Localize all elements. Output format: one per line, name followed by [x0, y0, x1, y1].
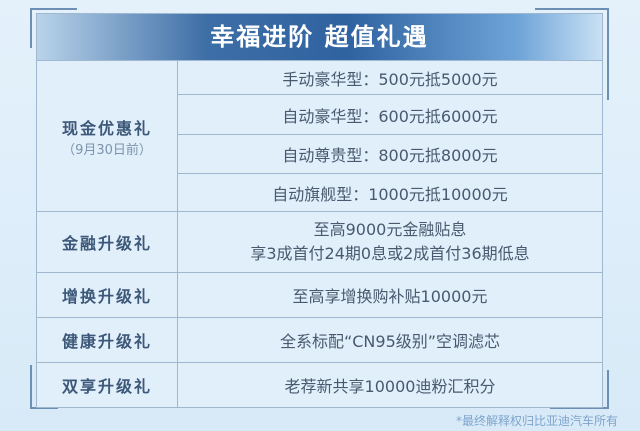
- table-row-finance: 金融升级礼 至高9000元金融贴息享3成首付24期0息或2成首付36期低息: [37, 211, 602, 272]
- table-row-dual: 双享升级礼 老荐新共享10000迪粉汇积分: [37, 362, 602, 407]
- frame-corner-tl: [30, 8, 77, 48]
- row-line: 老荐新共享10000迪粉汇积分: [284, 377, 496, 396]
- frame-corner-bl: [30, 365, 58, 409]
- cash-item: 手动豪华型：500元抵5000元: [282, 69, 498, 89]
- row-label: 金融升级礼: [37, 212, 178, 272]
- cash-note: （9月30日前）: [62, 142, 152, 158]
- table-row-tradein: 增换升级礼 至高享增换购补贴10000元: [37, 272, 602, 317]
- cash-label: 现金优惠礼: [61, 118, 152, 138]
- row-label: 现金优惠礼 （9月30日前）: [37, 61, 178, 211]
- row-label: 双享升级礼: [37, 363, 178, 407]
- row-line: 享3成首付24期0息或2成首付36期低息: [250, 244, 530, 263]
- row-line: 至高9000元金融贴息: [313, 220, 467, 239]
- table-row-health: 健康升级礼 全系标配“CN95级别”空调滤芯: [37, 317, 602, 362]
- row-line: 全系标配“CN95级别”空调滤芯: [279, 332, 501, 351]
- cash-item: 自动豪华型：600元抵6000元: [178, 94, 602, 134]
- table-row-cash: 现金优惠礼 （9月30日前） 手动豪华型：500元抵5000元 自动豪华型：60…: [37, 60, 602, 211]
- disclaimer: *最终解释权归比亚迪汽车所有: [455, 414, 618, 428]
- cash-item: 自动旗舰型：1000元抵10000元: [178, 173, 602, 211]
- table-title: 幸福进阶 超值礼遇: [37, 14, 602, 60]
- cash-item: 自动尊贵型：800元抵8000元: [178, 134, 602, 173]
- frame-corner-br: [550, 370, 609, 409]
- offer-table: 幸福进阶 超值礼遇 现金优惠礼 （9月30日前） 手动豪华型：500元抵5000…: [36, 13, 603, 408]
- row-label: 增换升级礼: [37, 273, 178, 317]
- frame-corner-tr: [535, 8, 609, 100]
- row-label: 健康升级礼: [37, 318, 178, 362]
- row-line: 至高享增换购补贴10000元: [292, 287, 488, 306]
